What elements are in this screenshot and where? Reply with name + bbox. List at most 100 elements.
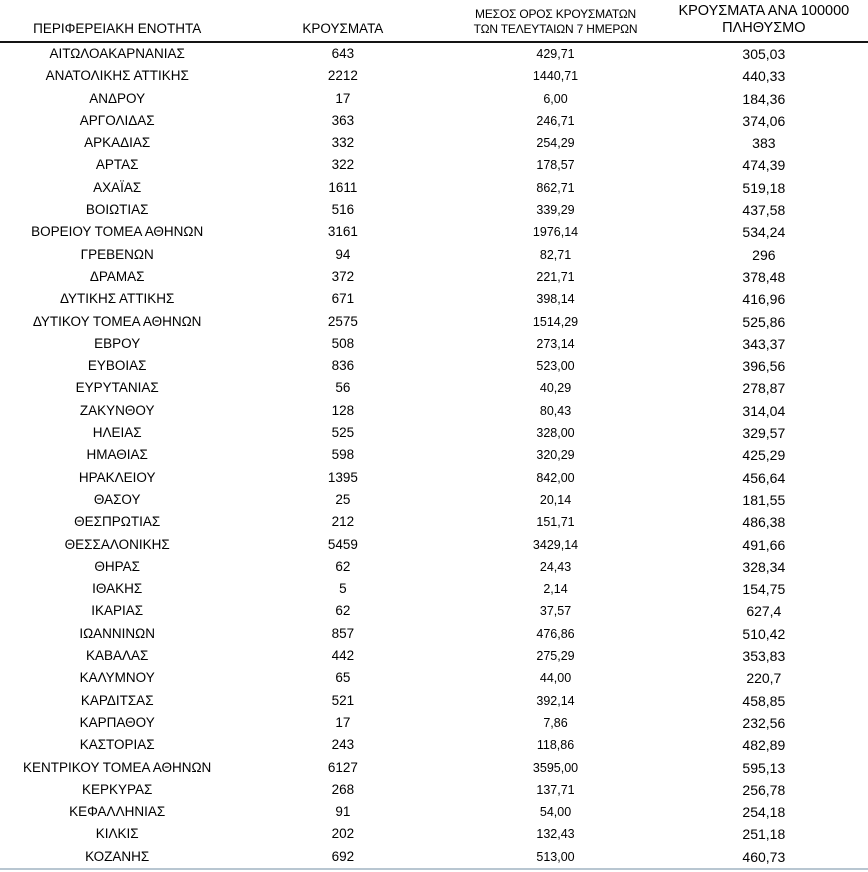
cell-cases: 268: [331, 781, 355, 797]
cell-avg7: 2,14: [543, 582, 568, 597]
table-row: ΚΕΦΑΛΛΗΝΙΑΣ 91 54,00 254,18: [0, 801, 868, 823]
cell-cases: 91: [335, 804, 351, 820]
cell-avg7: 339,29: [536, 203, 575, 218]
cell-region: ΑΡΓΟΛΙΔΑΣ: [79, 112, 155, 128]
cell-per100k: 474,39: [742, 157, 786, 174]
table-row: ΚΑΣΤΟΡΙΑΣ 243 118,86 482,89: [0, 734, 868, 756]
cell-per100k: 460,73: [742, 848, 786, 865]
cell-cases: 525: [331, 425, 355, 441]
cell-per100k: 278,87: [742, 380, 786, 397]
cell-per100k: 525,86: [742, 313, 786, 330]
cell-region: ΔΥΤΙΚΟΥ ΤΟΜΕΑ ΑΘΗΝΩΝ: [32, 313, 202, 329]
cell-cases: 62: [335, 603, 351, 619]
cell-region: ΕΥΡΥΤΑΝΙΑΣ: [75, 380, 159, 396]
cell-region: ΕΒΡΟΥ: [94, 335, 141, 351]
cell-cases: 332: [331, 135, 355, 151]
cell-region: ΒΟΡΕΙΟΥ ΤΟΜΕΑ ΑΘΗΝΩΝ: [31, 224, 204, 240]
cell-per100k: 220,7: [746, 670, 782, 687]
cell-region: ΑΡΚΑΔΙΑΣ: [84, 135, 151, 151]
cell-avg7: 151,71: [536, 515, 575, 530]
cell-avg7: 40,29: [539, 381, 572, 396]
table-row: ΕΥΡΥΤΑΝΙΑΣ 56 40,29 278,87: [0, 377, 868, 399]
column-header-cases: ΚΡΟΥΣΜΑΤΑ: [234, 0, 452, 43]
cell-region: ΑΝΑΤΟΛΙΚΗΣ ΑΤΤΙΚΗΣ: [45, 68, 189, 84]
cell-region: ΑΧΑΪΑΣ: [93, 179, 142, 195]
cell-avg7: 392,14: [536, 693, 575, 708]
cell-per100k: 627,4: [746, 603, 782, 620]
table-row: ΑΝΑΤΟΛΙΚΗΣ ΑΤΤΙΚΗΣ 2212 1440,71 440,33: [0, 65, 868, 87]
table-row: ΚΑΡΔΙΤΣΑΣ 521 392,14 458,85: [0, 690, 868, 712]
cell-avg7: 178,57: [536, 158, 575, 173]
table-row: ΚΟΖΑΝΗΣ 692 513,00 460,73: [0, 846, 868, 869]
cell-region: ΗΡΑΚΛΕΙΟΥ: [78, 469, 156, 485]
cell-per100k: 353,83: [742, 648, 786, 665]
column-header-line: ΠΛΗΘΥΣΜΟ: [722, 20, 806, 36]
cell-per100k: 329,57: [742, 425, 786, 442]
table-row: ΔΥΤΙΚΟΥ ΤΟΜΕΑ ΑΘΗΝΩΝ 2575 1514,29 525,86: [0, 311, 868, 333]
cell-cases: 643: [331, 46, 355, 61]
cell-avg7: 275,29: [536, 649, 575, 664]
cell-per100k: 534,24: [742, 224, 786, 241]
cell-region: ΙΩΑΝΝΙΝΩΝ: [79, 625, 156, 641]
cell-region: ΖΑΚΥΝΘΟΥ: [79, 402, 155, 418]
table-row: ΚΑΛΥΜΝΟΥ 65 44,00 220,7: [0, 667, 868, 689]
cell-avg7: 3595,00: [532, 760, 579, 775]
cell-per100k: 254,18: [742, 804, 786, 821]
cell-region: ΘΗΡΑΣ: [94, 558, 140, 574]
cell-region: ΚΑΒΑΛΑΣ: [85, 648, 149, 664]
cell-per100k: 396,56: [742, 358, 786, 375]
cell-cases: 836: [331, 358, 355, 374]
cell-region: ΘΑΣΟΥ: [93, 491, 141, 507]
cell-per100k: 595,13: [742, 759, 786, 776]
table-row: ΔΥΤΙΚΗΣ ΑΤΤΙΚΗΣ 671 398,14 416,96: [0, 288, 868, 310]
cell-cases: 25: [335, 491, 351, 507]
cell-region: ΘΕΣΣΑΛΟΝΙΚΗΣ: [64, 536, 170, 552]
cell-cases: 243: [331, 737, 355, 753]
cell-per100k: 458,85: [742, 692, 786, 709]
cell-cases: 671: [331, 291, 355, 307]
cell-cases: 857: [331, 625, 355, 641]
cell-avg7: 429,71: [536, 47, 575, 61]
table-row: ΙΘΑΚΗΣ 5 2,14 154,75: [0, 578, 868, 600]
table-row: ΖΑΚΥΝΘΟΥ 128 80,43 314,04: [0, 400, 868, 422]
table-row: ΕΥΒΟΙΑΣ 836 523,00 396,56: [0, 355, 868, 377]
column-header-line: ΜΕΣΟΣ ΟΡΟΣ ΚΡΟΥΣΜΑΤΩΝ: [475, 7, 636, 21]
cell-region: ΚΕΦΑΛΛΗΝΙΑΣ: [69, 804, 166, 820]
cell-avg7: 273,14: [536, 336, 575, 351]
table-row: ΗΛΕΙΑΣ 525 328,00 329,57: [0, 422, 868, 444]
cell-avg7: 54,00: [539, 805, 572, 820]
cell-per100k: 374,06: [742, 112, 786, 129]
cell-per100k: 251,18: [742, 826, 786, 843]
cell-per100k: 256,78: [742, 781, 786, 798]
cell-avg7: 118,86: [536, 738, 575, 753]
table-row: ΕΒΡΟΥ 508 273,14 343,37: [0, 333, 868, 355]
cell-avg7: 320,29: [536, 448, 575, 463]
cell-cases: 508: [331, 335, 355, 351]
table-row: ΚΑΒΑΛΑΣ 442 275,29 353,83: [0, 645, 868, 667]
cell-region: ΚΑΡΔΙΤΣΑΣ: [80, 692, 154, 708]
table-row: ΘΕΣΠΡΩΤΙΑΣ 212 151,71 486,38: [0, 511, 868, 533]
table-row: ΑΡΚΑΔΙΑΣ 332 254,29 383: [0, 132, 868, 154]
cell-cases: 128: [331, 402, 355, 418]
column-header-line: ΤΩΝ ΤΕΛΕΥΤΑΙΩΝ 7 ΗΜΕΡΩΝ: [473, 22, 638, 36]
cell-region: ΚΑΡΠΑΘΟΥ: [79, 714, 155, 730]
cell-per100k: 486,38: [742, 514, 786, 531]
cell-cases: 3161: [327, 224, 358, 240]
cell-per100k: 305,03: [742, 46, 786, 62]
column-header-line: ΚΡΟΥΣΜΑΤΑ: [302, 21, 384, 36]
table-row: ΓΡΕΒΕΝΩΝ 94 82,71 296: [0, 244, 868, 266]
cell-avg7: 246,71: [536, 113, 575, 128]
cell-cases: 442: [331, 648, 355, 664]
table-row: ΒΟΙΩΤΙΑΣ 516 339,29 437,58: [0, 199, 868, 221]
table-row: ΙΚΑΡΙΑΣ 62 37,57 627,4: [0, 600, 868, 622]
table-header: ΠΕΡΙΦΕΡΕΙΑΚΗ ΕΝΟΤΗΤΑ ΚΡΟΥΣΜΑΤΑ ΜΕΣΟΣ ΟΡΟΣ …: [0, 0, 868, 43]
table-row: ΗΜΑΘΙΑΣ 598 320,29 425,29: [0, 444, 868, 466]
table-body: ΑΙΤΩΛΟΑΚΑΡΝΑΝΙΑΣ 643 429,71 305,03 ΑΝΑΤΟΛΙΚΗ…: [0, 42, 868, 869]
cell-avg7: 20,14: [539, 492, 572, 507]
cell-avg7: 6,00: [543, 91, 568, 106]
cell-per100k: 232,56: [742, 714, 786, 731]
cell-per100k: 154,75: [742, 581, 786, 598]
cell-per100k: 491,66: [742, 536, 786, 553]
table-row: ΑΙΤΩΛΟΑΚΑΡΝΑΝΙΑΣ 643 429,71 305,03: [0, 42, 868, 65]
cell-cases: 94: [335, 246, 351, 262]
